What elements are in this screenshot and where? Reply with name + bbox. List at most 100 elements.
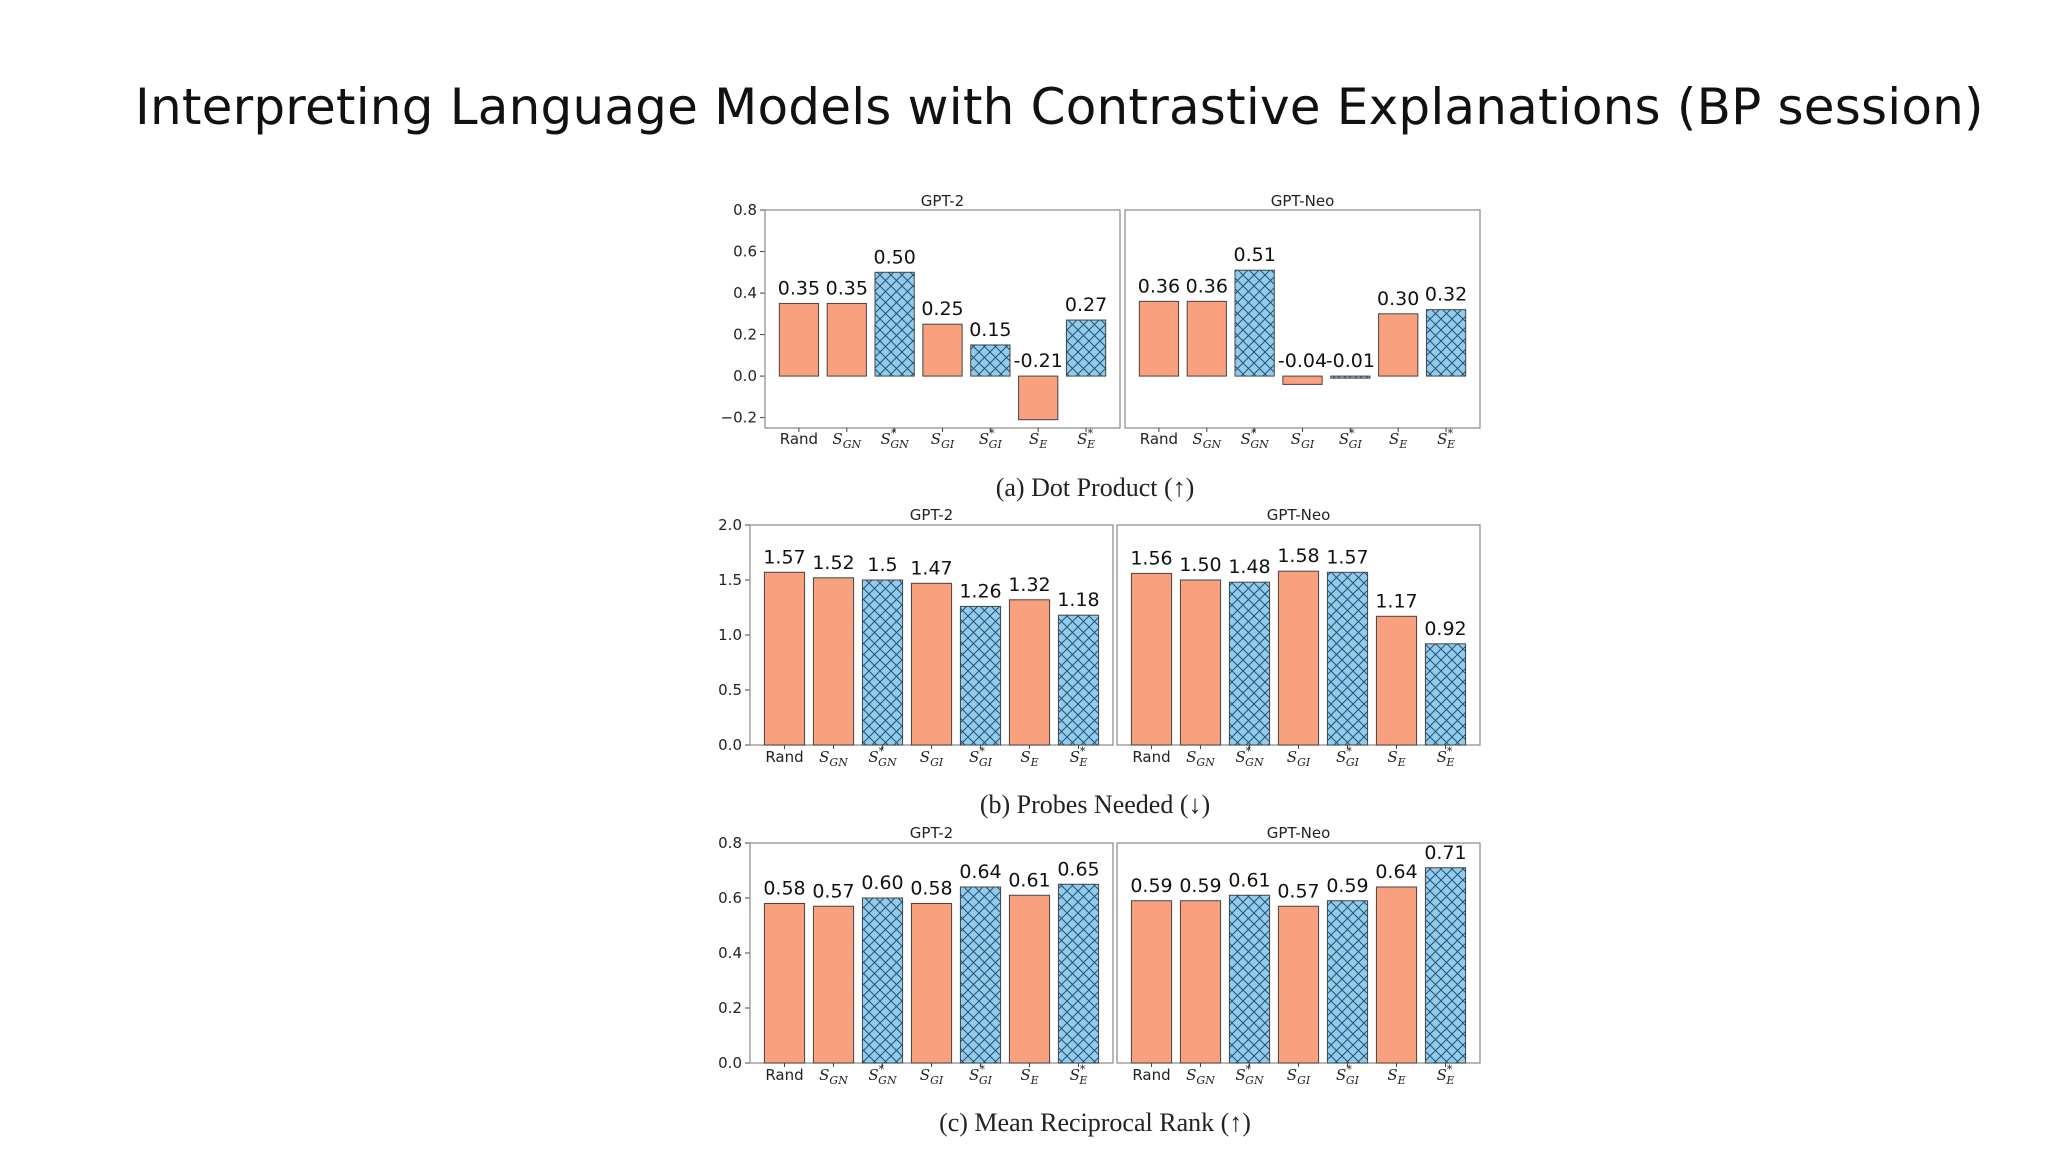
bar xyxy=(1138,300,1180,377)
category-label: SGI xyxy=(931,430,955,451)
bar xyxy=(812,577,855,746)
category-label: SGN xyxy=(819,1066,848,1087)
data-label: 1.56 xyxy=(1130,547,1172,569)
category-label: S* E xyxy=(1070,1063,1088,1087)
category-label-sub: GI xyxy=(1346,756,1360,769)
y-tick-label: 0.4 xyxy=(733,284,757,302)
panel-title: GPT-Neo xyxy=(1271,192,1335,210)
category-label-star: * xyxy=(891,427,897,440)
data-label: 1.32 xyxy=(1008,574,1050,596)
data-label: 1.57 xyxy=(1326,546,1368,568)
category-label-base: S xyxy=(1070,1066,1080,1084)
category-label: Rand xyxy=(765,748,803,766)
bar xyxy=(1326,900,1369,1064)
bar xyxy=(861,579,904,746)
category-label-base: S xyxy=(1387,748,1397,766)
data-label: 1.26 xyxy=(959,580,1001,602)
category-label-base: S xyxy=(1437,430,1447,448)
data-label: 1.18 xyxy=(1057,589,1099,611)
category-label: S* GI xyxy=(969,1063,993,1087)
data-label: 1.48 xyxy=(1228,556,1270,578)
category-label-base: S xyxy=(920,748,930,766)
category-label: S* GN xyxy=(1241,427,1270,451)
category-label-sub: GI xyxy=(979,756,993,769)
category-label-star: * xyxy=(979,1063,985,1076)
category-label-base: S xyxy=(931,430,941,448)
category-label-sub: GN xyxy=(878,1074,897,1087)
category-label-star: * xyxy=(1246,1063,1252,1076)
bar xyxy=(959,886,1002,1064)
category-label: Rand xyxy=(1132,748,1170,766)
category-label-star: * xyxy=(1080,1063,1086,1076)
data-label: 0.36 xyxy=(1186,275,1228,297)
data-label: 0.71 xyxy=(1424,842,1466,864)
data-label: 0.36 xyxy=(1138,275,1180,297)
y-tick-label: 1.5 xyxy=(718,571,742,589)
category-label-sub: GN xyxy=(878,756,897,769)
bar xyxy=(1130,572,1173,746)
bar xyxy=(910,582,953,746)
category-label-base: S xyxy=(881,430,891,448)
bar xyxy=(778,302,820,377)
data-label: 0.25 xyxy=(921,298,963,320)
category-label-sub: GN xyxy=(843,438,862,451)
category-label-base: S xyxy=(1070,748,1080,766)
category-label-sub: GI xyxy=(1349,438,1363,451)
bar xyxy=(1130,900,1173,1064)
category-label-sub: GN xyxy=(829,756,848,769)
bar xyxy=(812,905,855,1064)
category-label-sub: E xyxy=(1030,1074,1039,1087)
category-label-star: * xyxy=(1346,1063,1352,1076)
category-label-sub: GN xyxy=(1196,756,1215,769)
category-label-sub: E xyxy=(1086,438,1095,451)
category-label-sub: GI xyxy=(1346,1074,1360,1087)
category-label-base: S xyxy=(1020,748,1030,766)
category-label-star: * xyxy=(989,427,995,440)
category-label: SE xyxy=(1387,748,1405,769)
bar xyxy=(1179,579,1222,746)
panel-title: GPT-Neo xyxy=(1267,824,1331,842)
bar xyxy=(1186,300,1227,377)
category-label: SE xyxy=(1387,1066,1405,1087)
data-label: 1.57 xyxy=(763,546,805,568)
category-label-sub: GI xyxy=(941,438,955,451)
category-label: SGN xyxy=(1186,748,1215,769)
category-label: SGN xyxy=(1186,1066,1215,1087)
data-label: 0.58 xyxy=(910,878,952,900)
bar xyxy=(1179,900,1222,1064)
data-label: 0.57 xyxy=(1277,880,1319,902)
chart-1: 0.00.51.01.52.0GPT-21.57Rand1.52SGN1.5S*… xyxy=(718,506,1481,819)
category-label-sub: GN xyxy=(1196,1074,1215,1087)
category-label-sub: E xyxy=(1445,1074,1454,1087)
bar xyxy=(1326,571,1369,746)
category-label-sub: GN xyxy=(1250,438,1269,451)
panel-title: GPT-Neo xyxy=(1267,506,1331,524)
data-label: 0.57 xyxy=(812,880,854,902)
y-tick-label: 0.8 xyxy=(733,201,757,219)
bar xyxy=(1330,375,1371,379)
category-label: SE xyxy=(1029,430,1047,451)
category-label: S* GN xyxy=(868,1063,897,1087)
bar xyxy=(1425,309,1467,377)
y-tick-label: 0.2 xyxy=(718,999,742,1017)
data-label: -0.04 xyxy=(1278,350,1327,372)
category-label: SGI xyxy=(920,748,944,769)
category-label-base: S xyxy=(979,430,989,448)
data-label: 0.59 xyxy=(1326,875,1368,897)
category-label: S* GI xyxy=(1336,745,1360,769)
bar xyxy=(763,903,806,1064)
category-label-star: * xyxy=(1080,745,1086,758)
chart-caption: (c) Mean Reciprocal Rank (↑) xyxy=(939,1108,1251,1137)
data-label: 0.27 xyxy=(1065,294,1107,316)
category-label-base: S xyxy=(1336,748,1346,766)
category-label-sub: GI xyxy=(930,756,944,769)
category-label-star: * xyxy=(879,745,885,758)
category-label-star: * xyxy=(1251,427,1257,440)
category-label: SE xyxy=(1020,1066,1038,1087)
y-tick-label: 0.0 xyxy=(718,736,742,754)
category-label-base: S xyxy=(969,748,979,766)
data-label: 0.64 xyxy=(1375,861,1417,883)
category-label-sub: E xyxy=(1397,1074,1406,1087)
bar xyxy=(874,271,915,377)
